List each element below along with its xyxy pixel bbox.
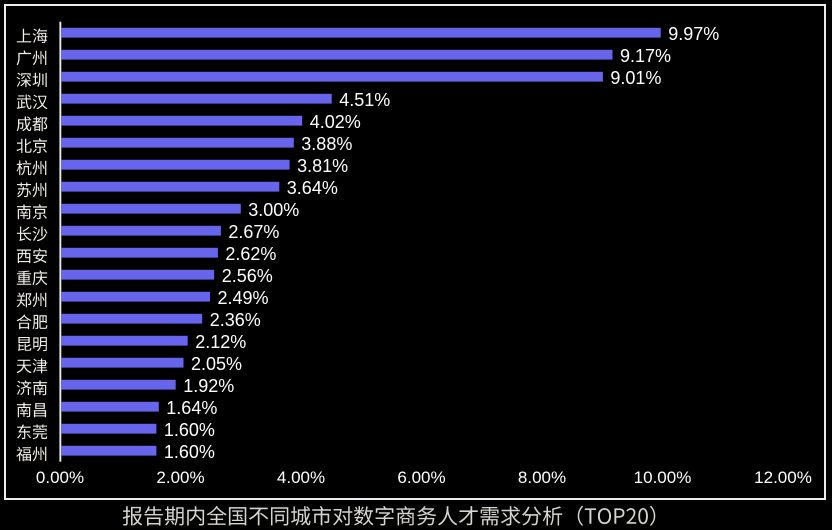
svg-text:1.64%: 1.64% xyxy=(166,398,217,418)
svg-text:6.00%: 6.00% xyxy=(397,468,445,487)
svg-text:8.00%: 8.00% xyxy=(518,468,566,487)
svg-text:4.02%: 4.02% xyxy=(310,112,361,132)
svg-text:9.97%: 9.97% xyxy=(668,24,719,44)
svg-text:2.00%: 2.00% xyxy=(156,468,204,487)
svg-text:2.62%: 2.62% xyxy=(225,244,276,264)
svg-text:12.00%: 12.00% xyxy=(754,468,812,487)
svg-text:3.81%: 3.81% xyxy=(297,156,348,176)
svg-text:3.00%: 3.00% xyxy=(248,200,299,220)
svg-text:2.36%: 2.36% xyxy=(210,310,261,330)
svg-text:1.60%: 1.60% xyxy=(164,420,215,440)
svg-text:0.00%: 0.00% xyxy=(36,468,84,487)
svg-text:1.92%: 1.92% xyxy=(183,376,234,396)
svg-text:4.51%: 4.51% xyxy=(339,90,390,110)
svg-text:3.88%: 3.88% xyxy=(301,134,352,154)
svg-text:2.56%: 2.56% xyxy=(222,266,273,286)
svg-text:9.17%: 9.17% xyxy=(620,46,671,66)
svg-text:4.00%: 4.00% xyxy=(277,468,325,487)
svg-text:1.60%: 1.60% xyxy=(164,442,215,462)
svg-text:10.00%: 10.00% xyxy=(634,468,692,487)
svg-text:9.01%: 9.01% xyxy=(610,68,661,88)
svg-text:2.49%: 2.49% xyxy=(218,288,269,308)
svg-text:2.05%: 2.05% xyxy=(191,354,242,374)
svg-text:3.64%: 3.64% xyxy=(287,178,338,198)
svg-text:2.12%: 2.12% xyxy=(195,332,246,352)
svg-text:2.67%: 2.67% xyxy=(228,222,279,242)
